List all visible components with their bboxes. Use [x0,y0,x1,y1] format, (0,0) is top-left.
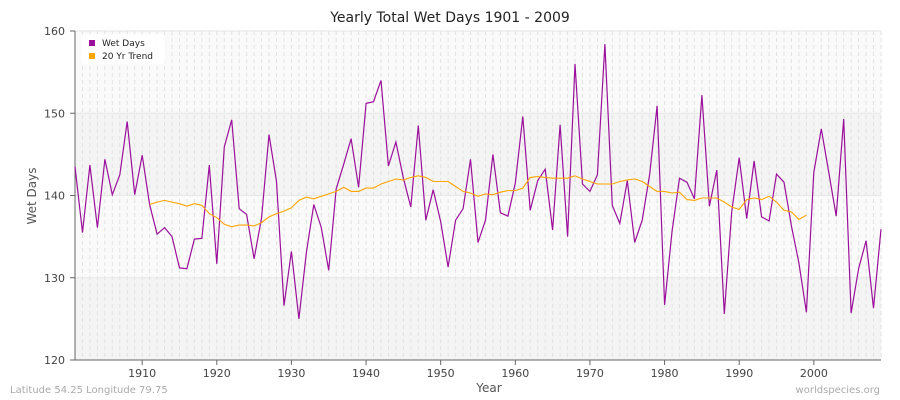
y-tick-label: 150 [44,107,65,120]
x-tick-label: 1980 [651,367,679,380]
x-tick-label: 1930 [277,367,305,380]
x-tick-label: 1920 [203,367,231,380]
axes: 120 130 140 150 160 1910 1920 1930 1940 1950 1960 1… [44,25,881,380]
wet-days-line [74,44,882,319]
x-tick-label: 1960 [501,367,529,380]
x-tick-label: 1940 [352,367,380,380]
legend-label-wet-days: Wet Days [102,39,145,49]
location-label: Latitude 54.25 Longitude 79.75 [10,385,168,396]
y-tick-label: 140 [44,190,65,203]
x-axis-label: Year [475,381,501,395]
legend-swatch-trend [89,53,95,59]
x-tick-label: 1950 [427,367,455,380]
source-label: worldspecies.org [796,385,880,396]
x-tick-label: 1970 [576,367,604,380]
x-tick-label: 1990 [725,367,753,380]
legend-swatch-wet-days [89,40,95,46]
y-tick-label: 130 [44,272,65,285]
trend-line [149,175,807,228]
series-lines [74,44,882,319]
legend-box [81,34,165,64]
y-tick-label: 120 [44,354,65,367]
y-tick-label: 160 [44,25,65,38]
plot-band [75,31,881,114]
y-axis-label: Wet Days [25,167,39,224]
legend: Wet Days 20 Yr Trend [81,34,165,64]
legend-label-trend: 20 Yr Trend [102,52,153,62]
chart-title: Yearly Total Wet Days 1901 - 2009 [329,10,570,26]
x-tick-label: 1910 [128,367,156,380]
x-tick-label: 2000 [800,367,828,380]
